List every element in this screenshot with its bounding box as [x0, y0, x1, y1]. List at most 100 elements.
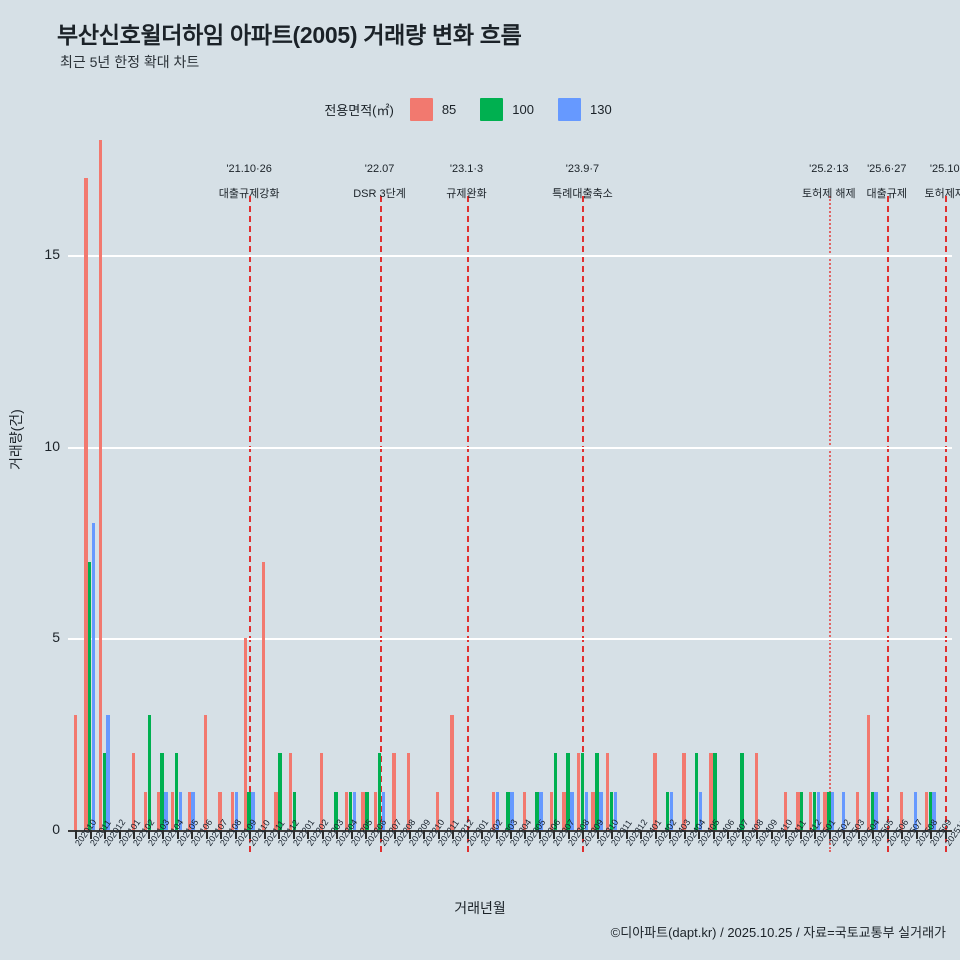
bar-202403-100[interactable] [665, 791, 670, 830]
bar-202408-100[interactable] [740, 753, 744, 830]
bar-202502-100[interactable] [827, 791, 831, 830]
bar-202106-130[interactable] [191, 791, 195, 830]
bar-202206-100[interactable] [365, 791, 369, 830]
bar-202201-100[interactable] [292, 791, 297, 830]
bar-202110-130[interactable] [251, 791, 255, 830]
bar-202112-85[interactable] [274, 791, 278, 830]
bar-202106-85[interactable] [187, 791, 191, 830]
bar-202310-85[interactable] [591, 791, 595, 830]
bar-202112-100[interactable] [278, 753, 282, 830]
bar-202012-100[interactable] [102, 753, 106, 830]
bar-202109-85[interactable] [231, 791, 235, 830]
bar-202201-85[interactable] [288, 753, 293, 830]
bar-202405-130[interactable] [698, 791, 703, 830]
bar-202405-100[interactable] [694, 753, 699, 830]
bar-202111-85[interactable] [261, 561, 266, 830]
bar-202307-85[interactable] [549, 791, 554, 830]
legend-item-100[interactable]: 100 [480, 98, 548, 121]
annotation-line-202510 [944, 196, 947, 852]
bar-202412-100[interactable] [800, 791, 804, 830]
bar-202501-130[interactable] [816, 791, 820, 830]
bar-202409-85[interactable] [754, 753, 759, 830]
bar-202207-130[interactable] [381, 791, 386, 830]
bar-202011-130[interactable] [91, 523, 96, 830]
bar-202109-130[interactable] [234, 791, 239, 830]
bar-202103-85[interactable] [144, 791, 148, 830]
bar-202102-85[interactable] [131, 753, 135, 830]
bar-202406-100[interactable] [713, 753, 717, 830]
bar-202508-130[interactable] [914, 791, 918, 830]
bar-202104-85[interactable] [156, 791, 160, 830]
bar-202305-85[interactable] [522, 791, 527, 830]
bar-202205-130[interactable] [352, 791, 357, 830]
bar-202502-85[interactable] [823, 791, 827, 830]
bar-202205-85[interactable] [344, 791, 349, 830]
bar-202104-130[interactable] [164, 791, 168, 830]
bar-202206-85[interactable] [361, 791, 365, 830]
bar-202509-85[interactable] [924, 791, 929, 830]
bar-202406-85[interactable] [709, 753, 713, 830]
bar-202503-130[interactable] [841, 791, 845, 830]
bar-202309-85[interactable] [576, 753, 581, 830]
bar-202310-100[interactable] [595, 753, 599, 830]
annotation-date-202510: '25.10 [929, 163, 960, 175]
bar-202502-130[interactable] [831, 791, 835, 830]
bar-202309-100[interactable] [580, 753, 585, 830]
bar-202507-85[interactable] [899, 791, 903, 830]
bar-202204-100[interactable] [334, 791, 338, 830]
bar-202108-85[interactable] [218, 791, 222, 830]
bar-202402-85[interactable] [653, 753, 657, 830]
bar-202509-100[interactable] [928, 791, 932, 830]
x-tick [89, 830, 92, 839]
bar-202303-85[interactable] [491, 791, 496, 830]
bar-202205-100[interactable] [348, 791, 353, 830]
bar-202105-130[interactable] [178, 791, 183, 830]
bar-202103-100[interactable] [147, 715, 152, 830]
bar-202308-130[interactable] [570, 791, 574, 830]
bar-202311-85[interactable] [605, 753, 610, 830]
bar-202012-130[interactable] [106, 715, 110, 830]
legend-item-130[interactable]: 130 [557, 98, 626, 121]
bar-202411-85[interactable] [783, 791, 788, 830]
bar-202105-85[interactable] [171, 791, 175, 830]
bar-202010-85[interactable] [73, 715, 77, 830]
bar-202404-85[interactable] [682, 753, 686, 830]
bar-202501-85[interactable] [808, 791, 813, 830]
legend-item-85[interactable]: 85 [409, 98, 470, 121]
bar-202403-130[interactable] [669, 791, 674, 830]
bar-202309-130[interactable] [584, 791, 589, 830]
bar-202011-85[interactable] [84, 178, 88, 830]
bar-202303-130[interactable] [495, 791, 500, 830]
bar-202306-130[interactable] [539, 791, 543, 830]
bar-202110-100[interactable] [247, 791, 251, 830]
bar-202211-85[interactable] [435, 791, 440, 830]
bar-202412-85[interactable] [796, 791, 800, 830]
bar-202110-85[interactable] [243, 638, 247, 830]
bar-202203-85[interactable] [319, 753, 324, 830]
bar-202207-85[interactable] [373, 791, 378, 830]
bar-202209-85[interactable] [406, 753, 411, 830]
bar-202104-100[interactable] [160, 753, 164, 830]
bar-202311-100[interactable] [609, 791, 614, 830]
bar-202307-100[interactable] [553, 753, 558, 830]
bar-202012-85[interactable] [98, 140, 103, 830]
bar-202107-85[interactable] [203, 715, 208, 830]
bar-202310-130[interactable] [599, 791, 603, 830]
bar-202011-100[interactable] [88, 561, 92, 830]
bar-202504-85[interactable] [856, 791, 860, 830]
bar-202501-100[interactable] [812, 791, 817, 830]
bar-202306-100[interactable] [535, 791, 539, 830]
bar-202304-130[interactable] [510, 791, 514, 830]
bar-202304-100[interactable] [506, 791, 510, 830]
bar-202311-130[interactable] [613, 791, 618, 830]
bar-202505-85[interactable] [866, 715, 871, 830]
bar-202509-130[interactable] [932, 791, 936, 830]
bar-202308-85[interactable] [562, 791, 566, 830]
bar-202207-100[interactable] [377, 753, 382, 830]
bar-202208-85[interactable] [392, 753, 396, 830]
bar-202308-100[interactable] [566, 753, 570, 830]
bar-202505-130[interactable] [874, 791, 878, 830]
bar-202212-85[interactable] [450, 715, 454, 830]
bar-202505-100[interactable] [870, 791, 874, 830]
bar-202105-100[interactable] [174, 753, 179, 830]
